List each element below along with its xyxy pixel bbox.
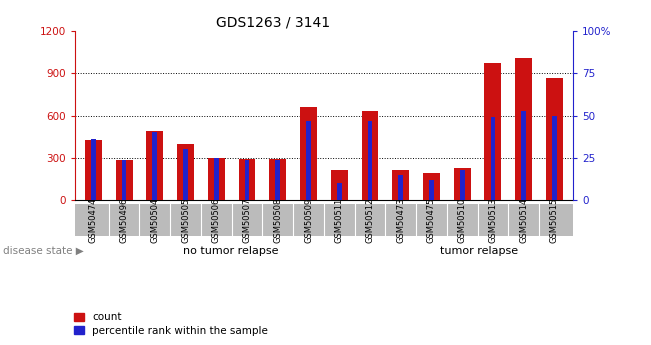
Text: tumor relapse: tumor relapse	[441, 246, 519, 256]
Legend: count, percentile rank within the sample: count, percentile rank within the sample	[70, 308, 272, 340]
Bar	[208, 158, 225, 200]
Bar	[546, 78, 563, 200]
Text: GSM50475: GSM50475	[427, 197, 436, 243]
Text: GSM50473: GSM50473	[396, 197, 405, 243]
Bar	[275, 159, 280, 200]
Text: GSM50508: GSM50508	[273, 197, 283, 243]
Bar	[521, 110, 526, 200]
Text: GSM50513: GSM50513	[488, 197, 497, 243]
Bar	[116, 160, 133, 200]
Text: GDS1263 / 3141: GDS1263 / 3141	[216, 16, 331, 30]
Text: no tumor relapse: no tumor relapse	[183, 246, 278, 256]
Bar	[300, 107, 317, 200]
Text: GSM50510: GSM50510	[458, 197, 467, 243]
Bar	[393, 170, 409, 200]
Bar	[398, 175, 403, 200]
Text: GSM50474: GSM50474	[89, 197, 98, 243]
Bar	[368, 121, 372, 200]
Bar	[331, 170, 348, 200]
Bar	[270, 159, 286, 200]
Bar	[238, 159, 255, 200]
Bar	[91, 139, 96, 200]
Bar	[423, 172, 440, 200]
Text: GSM50506: GSM50506	[212, 197, 221, 243]
Bar	[146, 131, 163, 200]
Bar	[515, 58, 532, 200]
Text: GSM50515: GSM50515	[550, 197, 559, 243]
Text: GSM50504: GSM50504	[150, 197, 159, 243]
Bar	[361, 111, 378, 200]
Bar	[245, 159, 249, 200]
Text: GSM50509: GSM50509	[304, 197, 313, 243]
Bar	[214, 158, 219, 200]
Bar	[484, 63, 501, 200]
Bar	[183, 149, 188, 200]
Bar	[552, 116, 557, 200]
Text: GSM50507: GSM50507	[243, 197, 251, 243]
Bar	[454, 168, 471, 200]
Bar	[177, 144, 194, 200]
Bar	[306, 121, 311, 200]
Text: GSM50505: GSM50505	[181, 197, 190, 243]
Bar	[85, 139, 102, 200]
Text: GSM50514: GSM50514	[519, 197, 528, 243]
Text: GSM50496: GSM50496	[120, 197, 128, 243]
Bar	[337, 183, 342, 200]
Text: GSM50512: GSM50512	[365, 197, 374, 243]
Bar	[491, 117, 495, 200]
Bar	[152, 132, 157, 200]
Bar	[122, 159, 126, 200]
Text: GSM50511: GSM50511	[335, 197, 344, 243]
Bar	[429, 180, 434, 200]
Bar	[460, 170, 465, 200]
Text: disease state ▶: disease state ▶	[3, 246, 84, 256]
